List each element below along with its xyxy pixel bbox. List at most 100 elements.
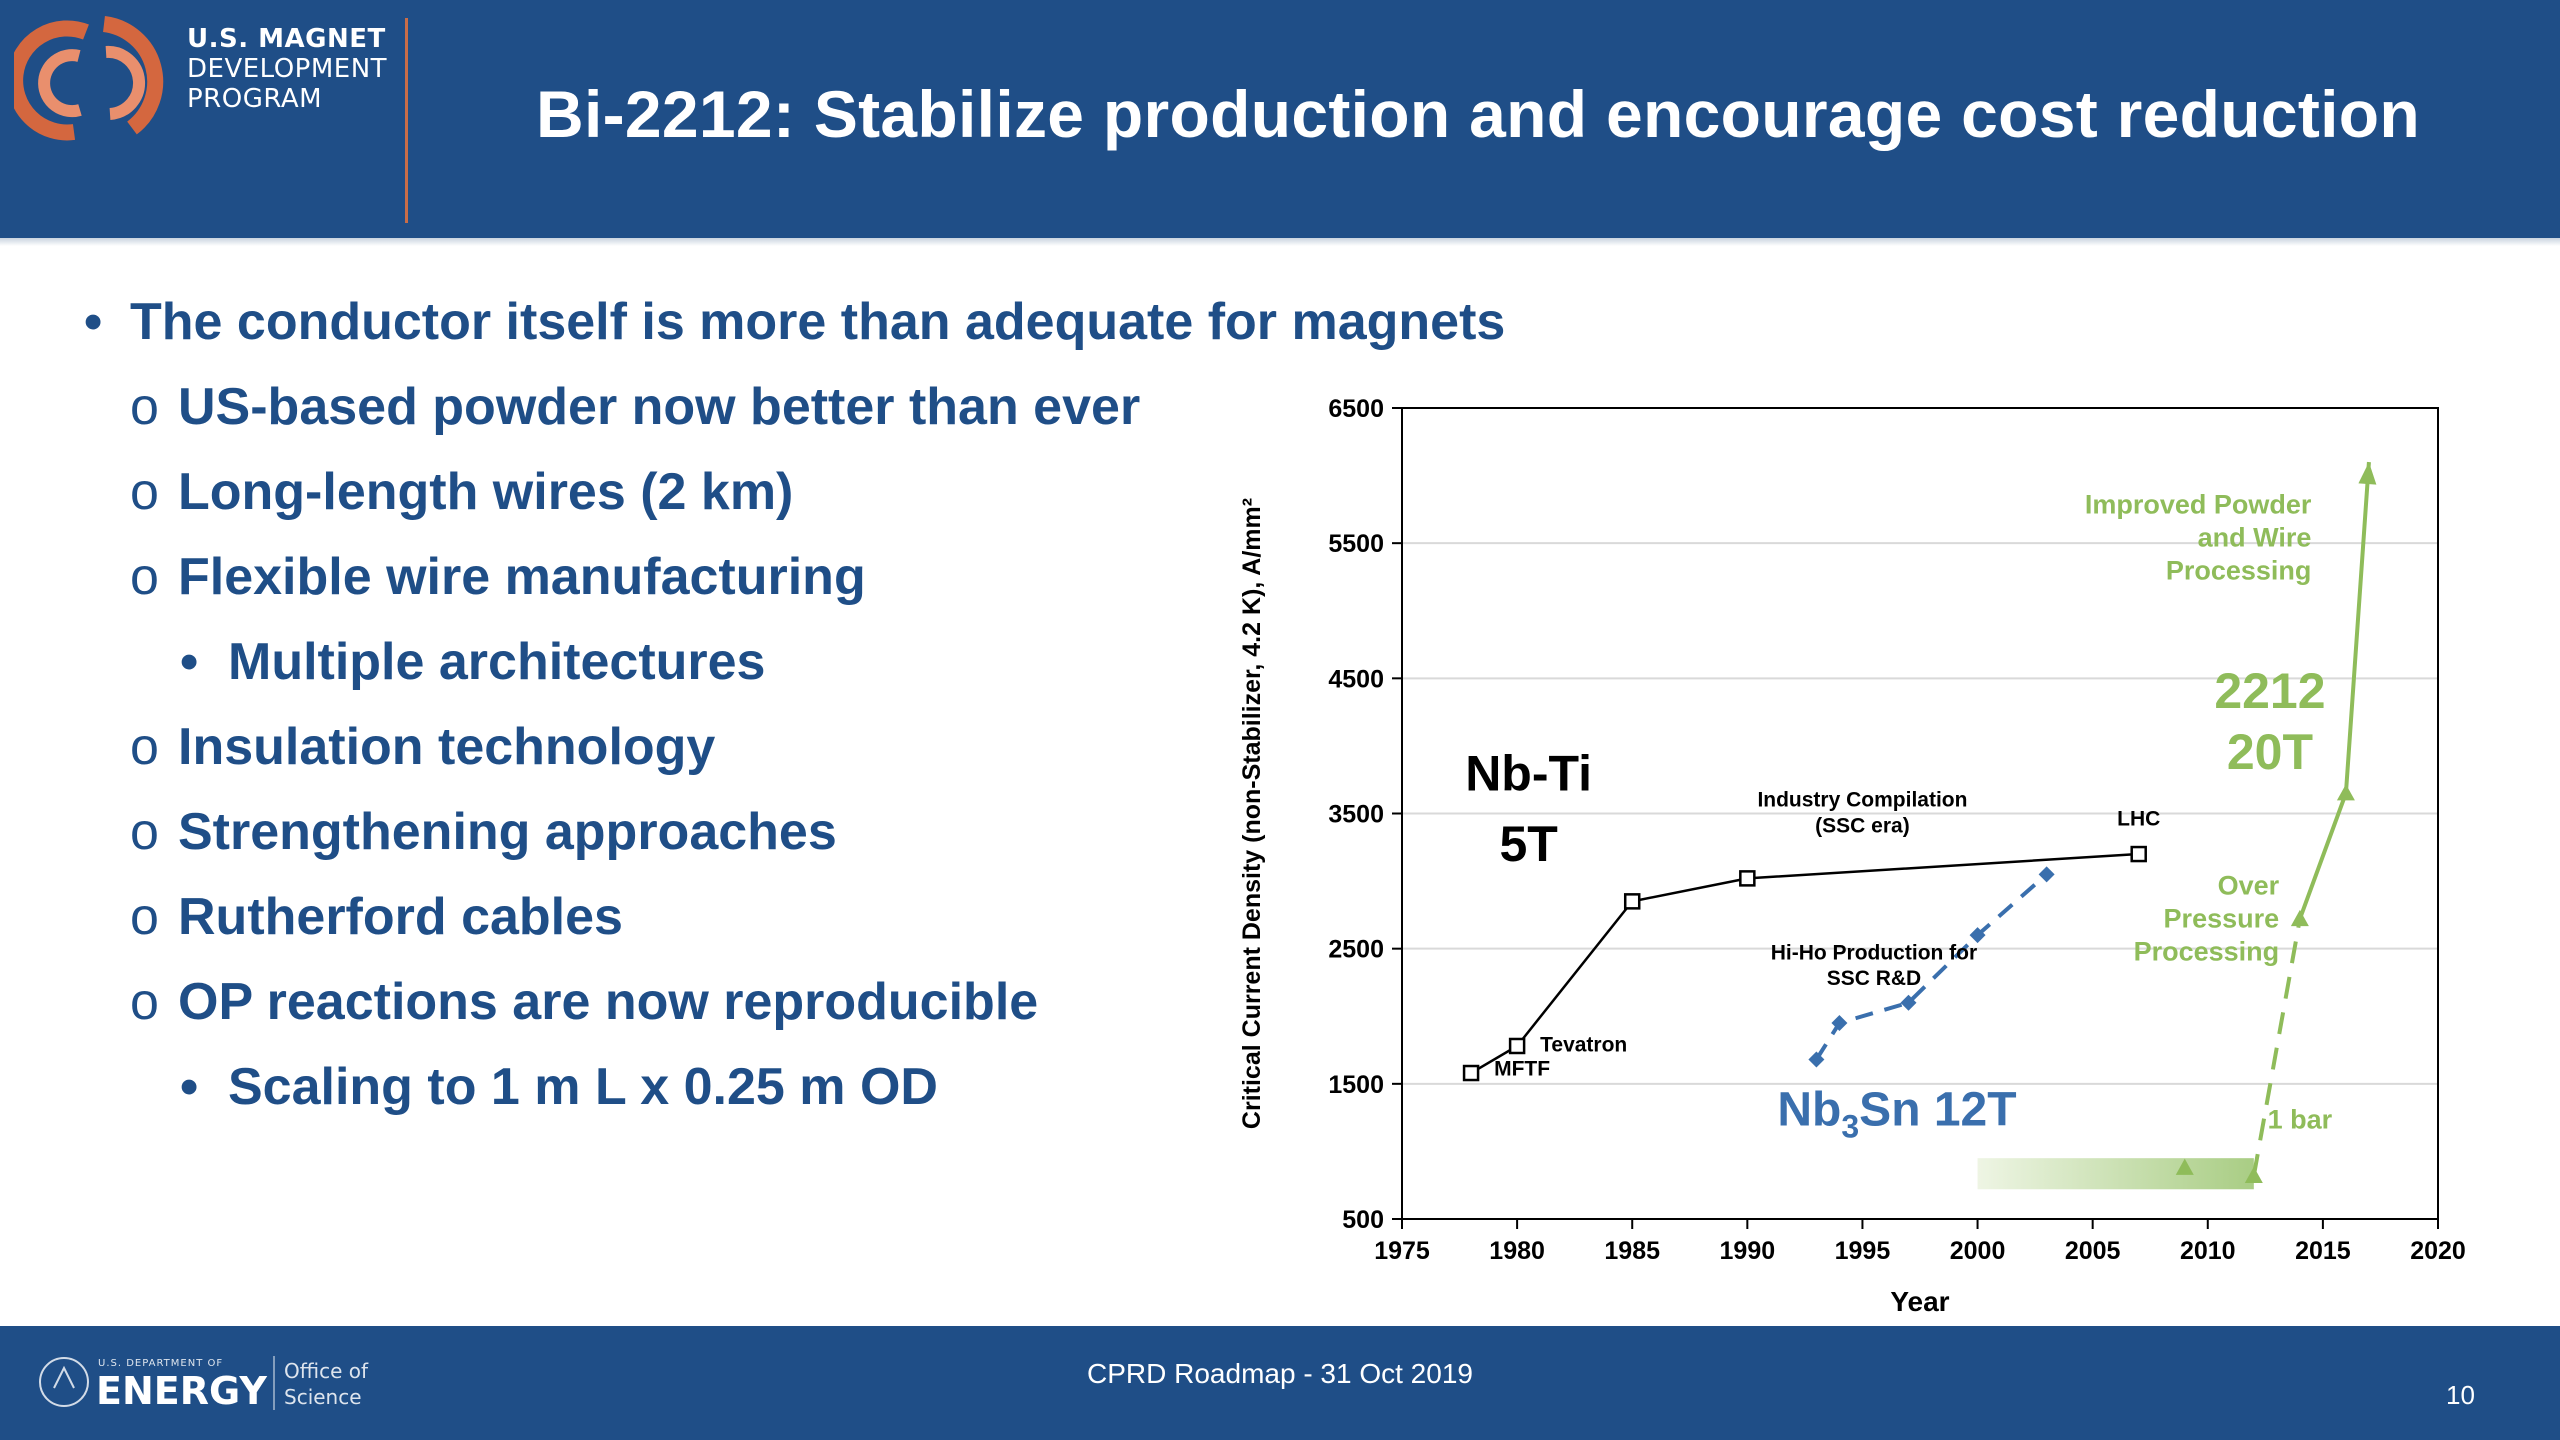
bullet-text: Insulation technology xyxy=(178,718,716,776)
y-tick-label: 1500 xyxy=(1328,1071,1384,1099)
annotation-text: MFTF xyxy=(1494,1058,1550,1081)
bullet-text: Strengthening approaches xyxy=(178,803,837,861)
x-tick-label: 1995 xyxy=(1835,1237,1891,1265)
nb3sn-marker xyxy=(1969,927,1986,944)
bullet-mark: • xyxy=(84,293,103,351)
y-tick-label: 3500 xyxy=(1328,801,1384,829)
bullet-mark: o xyxy=(130,378,159,436)
nbti-marker xyxy=(1462,1064,1480,1082)
x-tick-label: 1980 xyxy=(1489,1237,1545,1265)
doe-seal-icon xyxy=(39,1357,89,1407)
bullet-text: Multiple architectures xyxy=(228,633,766,691)
annotation-text: Hi-Ho Production for xyxy=(1771,941,1977,964)
bullet-mark: o xyxy=(130,718,159,776)
nbti-marker xyxy=(1623,893,1641,910)
bullet-mark: o xyxy=(130,888,159,946)
nb3sn-label-sub: 3 xyxy=(1841,1109,1859,1145)
nb3sn-marker xyxy=(1808,1051,1825,1068)
bi2212-marker xyxy=(2290,909,2309,927)
slide-header: U.S. MAGNET DEVELOPMENT PROGRAM Bi-2212:… xyxy=(0,0,2560,238)
bi2212-marker xyxy=(2175,1158,2194,1175)
x-tick-label: 1985 xyxy=(1604,1237,1660,1265)
bi2212-field-label: 20T xyxy=(2227,724,2313,780)
annotation-text: SSC R&D xyxy=(1827,967,1922,990)
y-tick-label: 2500 xyxy=(1328,936,1384,964)
header-divider xyxy=(405,18,408,223)
slide-footer xyxy=(0,1326,2560,1440)
bullet-text: The conductor itself is more than adequa… xyxy=(130,293,1506,351)
x-tick-label: 1990 xyxy=(1720,1237,1776,1265)
x-tick-label: 2005 xyxy=(2065,1237,2121,1265)
program-line-1: U.S. MAGNET xyxy=(187,24,386,54)
annotation-text: and Wire xyxy=(2198,522,2312,552)
agency-text: ENERGY xyxy=(96,1369,267,1413)
annotation-text: (SSC era) xyxy=(1815,814,1910,837)
annotation-text: Tevatron xyxy=(1540,1033,1627,1056)
shaded-band xyxy=(1977,1158,2254,1190)
program-line-3: PROGRAM xyxy=(187,84,323,114)
program-line-2: DEVELOPMENT xyxy=(187,54,388,84)
annotation-text: Processing xyxy=(2134,936,2280,966)
annotation-text: Over xyxy=(2218,871,2280,901)
annotation-text: LHC xyxy=(2117,808,2160,831)
nbti-field-label: 5T xyxy=(1499,816,1557,872)
bullet-mark: o xyxy=(130,548,159,606)
bullet-mark: o xyxy=(130,463,159,521)
x-tick-label: 1975 xyxy=(1374,1237,1430,1265)
bi2212-dashed-line xyxy=(2251,918,2302,1177)
y-tick-label: 500 xyxy=(1342,1206,1384,1234)
bullet-text: Rutherford cables xyxy=(178,888,623,946)
bullet-mark: • xyxy=(180,1058,199,1116)
bullet-mark: o xyxy=(130,973,159,1031)
bi2212-marker xyxy=(2336,784,2355,801)
x-tick-label: 2010 xyxy=(2180,1237,2236,1265)
series-layer xyxy=(1462,461,2377,1183)
annotation-text: 1 bar xyxy=(2268,1104,2333,1134)
axes: 1975 1980 1985 1990 1995 2000 2005 2010 2015 2020… xyxy=(1238,395,2466,1317)
nb3sn-label-rest: Sn 12T xyxy=(1859,1084,2016,1137)
nb3sn-marker xyxy=(1900,994,1917,1011)
annotation-text: Improved Powder xyxy=(2085,489,2312,519)
bi2212-marker xyxy=(2244,1166,2263,1183)
y-tick-label: 4500 xyxy=(1328,665,1384,693)
annotation-text: Industry Compilation xyxy=(1757,789,1967,812)
bullet-text: Flexible wire manufacturing xyxy=(178,548,866,606)
doe-energy-logo: U.S. DEPARTMENT OF ENERGY Office of Scie… xyxy=(39,1356,369,1413)
office-line-2: Science xyxy=(284,1385,362,1409)
footer-caption: CPRD Roadmap - 31 Oct 2019 xyxy=(1087,1358,1473,1389)
bullet-mark: o xyxy=(130,803,159,861)
x-tick-label: 2000 xyxy=(1950,1237,2006,1265)
bullet-text: US-based powder now better than ever xyxy=(178,378,1141,436)
x-tick-label: 2020 xyxy=(2410,1237,2466,1265)
bullet-text: Scaling to 1 m L x 0.25 m OD xyxy=(228,1058,938,1116)
bullet-text: OP reactions are now reproducible xyxy=(178,973,1039,1031)
program-name: U.S. MAGNET DEVELOPMENT PROGRAM xyxy=(187,24,387,114)
x-tick-label: 2015 xyxy=(2295,1237,2351,1265)
y-axis-label: Critical Current Density (non-Stabilizer… xyxy=(1238,498,1266,1129)
nb3sn-marker xyxy=(1831,1015,1848,1032)
slide-title: Bi-2212: Stabilize production and encour… xyxy=(536,77,2421,151)
office-line-1: Office of xyxy=(284,1359,369,1383)
x-axis-label: Year xyxy=(1890,1286,1949,1317)
nb3sn-marker xyxy=(2038,866,2055,883)
bi2212-arrowhead xyxy=(2358,462,2377,485)
nb3sn-label-main: Nb xyxy=(1777,1084,1841,1137)
annotation-text: Pressure xyxy=(2164,904,2280,934)
nbti-marker xyxy=(1739,870,1756,887)
nbti-marker xyxy=(1508,1037,1526,1055)
header-shadow xyxy=(0,238,2560,246)
page-number: 10 xyxy=(2446,1380,2475,1410)
bullet-mark: • xyxy=(180,633,199,691)
usmdp-logo-icon xyxy=(14,16,164,141)
y-tick-label: 5500 xyxy=(1328,530,1384,558)
annotation-text: Processing xyxy=(2166,555,2312,585)
bi2212-label: 2212 xyxy=(2214,663,2325,719)
jc-vs-year-chart: 1975 1980 1985 1990 1995 2000 2005 2010 2015 2020… xyxy=(1238,395,2466,1317)
y-tick-label: 6500 xyxy=(1328,395,1384,423)
bullet-text: Long-length wires (2 km) xyxy=(178,463,794,521)
nbti-label: Nb-Ti xyxy=(1465,746,1592,802)
nb3sn-label: Nb3Sn 12T xyxy=(1777,1084,2016,1145)
shaded-band-rect xyxy=(1977,1158,2254,1190)
